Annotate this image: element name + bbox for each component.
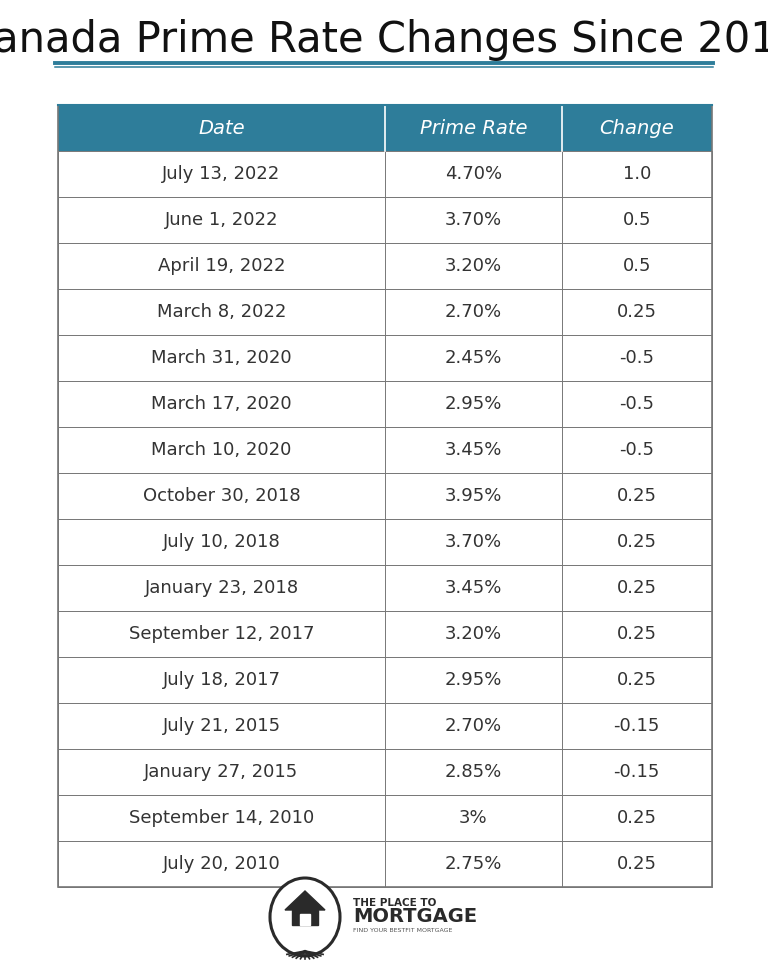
- Text: June 1, 2022: June 1, 2022: [165, 211, 278, 229]
- Text: 3.45%: 3.45%: [445, 579, 502, 597]
- Text: 2.45%: 2.45%: [445, 349, 502, 367]
- Ellipse shape: [270, 878, 340, 956]
- Text: July 10, 2018: July 10, 2018: [163, 533, 280, 551]
- Text: September 14, 2010: September 14, 2010: [129, 809, 314, 827]
- Text: -0.5: -0.5: [619, 349, 654, 367]
- Bar: [58, 197, 712, 243]
- Bar: [58, 749, 712, 795]
- Text: 2.95%: 2.95%: [445, 671, 502, 689]
- Text: 3.20%: 3.20%: [445, 257, 502, 275]
- Text: Change: Change: [599, 118, 674, 137]
- Bar: [58, 565, 712, 611]
- Bar: [58, 243, 712, 289]
- Text: January 23, 2018: January 23, 2018: [144, 579, 299, 597]
- Text: 3.95%: 3.95%: [445, 487, 502, 505]
- Bar: [58, 105, 712, 887]
- Text: Prime Rate: Prime Rate: [419, 118, 527, 137]
- Text: 4.70%: 4.70%: [445, 165, 502, 183]
- Text: 1.0: 1.0: [623, 165, 651, 183]
- Text: 0.25: 0.25: [617, 533, 657, 551]
- Text: 3.70%: 3.70%: [445, 533, 502, 551]
- Text: March 17, 2020: March 17, 2020: [151, 395, 292, 413]
- Text: 2.70%: 2.70%: [445, 303, 502, 321]
- Text: Canada Prime Rate Changes Since 2010: Canada Prime Rate Changes Since 2010: [0, 19, 768, 61]
- Text: THE PLACE TO: THE PLACE TO: [353, 898, 436, 908]
- Text: -0.5: -0.5: [619, 441, 654, 459]
- Text: 3.45%: 3.45%: [445, 441, 502, 459]
- Bar: [58, 795, 712, 841]
- Text: January 27, 2015: January 27, 2015: [144, 763, 299, 781]
- Bar: [58, 105, 712, 151]
- Text: 3.70%: 3.70%: [445, 211, 502, 229]
- Text: -0.5: -0.5: [619, 395, 654, 413]
- Text: 2.75%: 2.75%: [445, 855, 502, 873]
- Text: Date: Date: [198, 118, 245, 137]
- Bar: [58, 657, 712, 703]
- Text: July 18, 2017: July 18, 2017: [163, 671, 280, 689]
- Text: 2.70%: 2.70%: [445, 717, 502, 735]
- Text: 0.25: 0.25: [617, 671, 657, 689]
- Text: 0.25: 0.25: [617, 625, 657, 643]
- Text: July 21, 2015: July 21, 2015: [163, 717, 280, 735]
- Text: 3%: 3%: [459, 809, 488, 827]
- Text: July 13, 2022: July 13, 2022: [162, 165, 280, 183]
- Bar: [58, 703, 712, 749]
- Text: April 19, 2022: April 19, 2022: [157, 257, 285, 275]
- Text: July 20, 2010: July 20, 2010: [163, 855, 280, 873]
- Text: 2.95%: 2.95%: [445, 395, 502, 413]
- Text: 0.25: 0.25: [617, 487, 657, 505]
- Text: March 10, 2020: March 10, 2020: [151, 441, 292, 459]
- Bar: [58, 151, 712, 197]
- Text: October 30, 2018: October 30, 2018: [143, 487, 300, 505]
- Text: March 8, 2022: March 8, 2022: [157, 303, 286, 321]
- Text: MORTGAGE: MORTGAGE: [353, 907, 477, 926]
- Text: 0.5: 0.5: [623, 257, 651, 275]
- Bar: [58, 519, 712, 565]
- Text: 3.20%: 3.20%: [445, 625, 502, 643]
- Bar: [58, 427, 712, 473]
- Bar: [58, 841, 712, 887]
- Polygon shape: [285, 891, 325, 910]
- Text: March 31, 2020: March 31, 2020: [151, 349, 292, 367]
- Bar: [58, 611, 712, 657]
- Polygon shape: [300, 914, 310, 925]
- Polygon shape: [292, 910, 318, 925]
- Text: -0.15: -0.15: [614, 717, 660, 735]
- Bar: [58, 335, 712, 381]
- Text: September 12, 2017: September 12, 2017: [129, 625, 314, 643]
- Text: 0.25: 0.25: [617, 809, 657, 827]
- Text: 0.25: 0.25: [617, 855, 657, 873]
- Text: 2.85%: 2.85%: [445, 763, 502, 781]
- Text: 0.25: 0.25: [617, 303, 657, 321]
- Text: FIND YOUR BESTFIT MORTGAGE: FIND YOUR BESTFIT MORTGAGE: [353, 927, 452, 932]
- Text: 0.5: 0.5: [623, 211, 651, 229]
- Text: 0.25: 0.25: [617, 579, 657, 597]
- Text: -0.15: -0.15: [614, 763, 660, 781]
- Bar: [58, 381, 712, 427]
- Bar: [58, 289, 712, 335]
- Bar: [58, 473, 712, 519]
